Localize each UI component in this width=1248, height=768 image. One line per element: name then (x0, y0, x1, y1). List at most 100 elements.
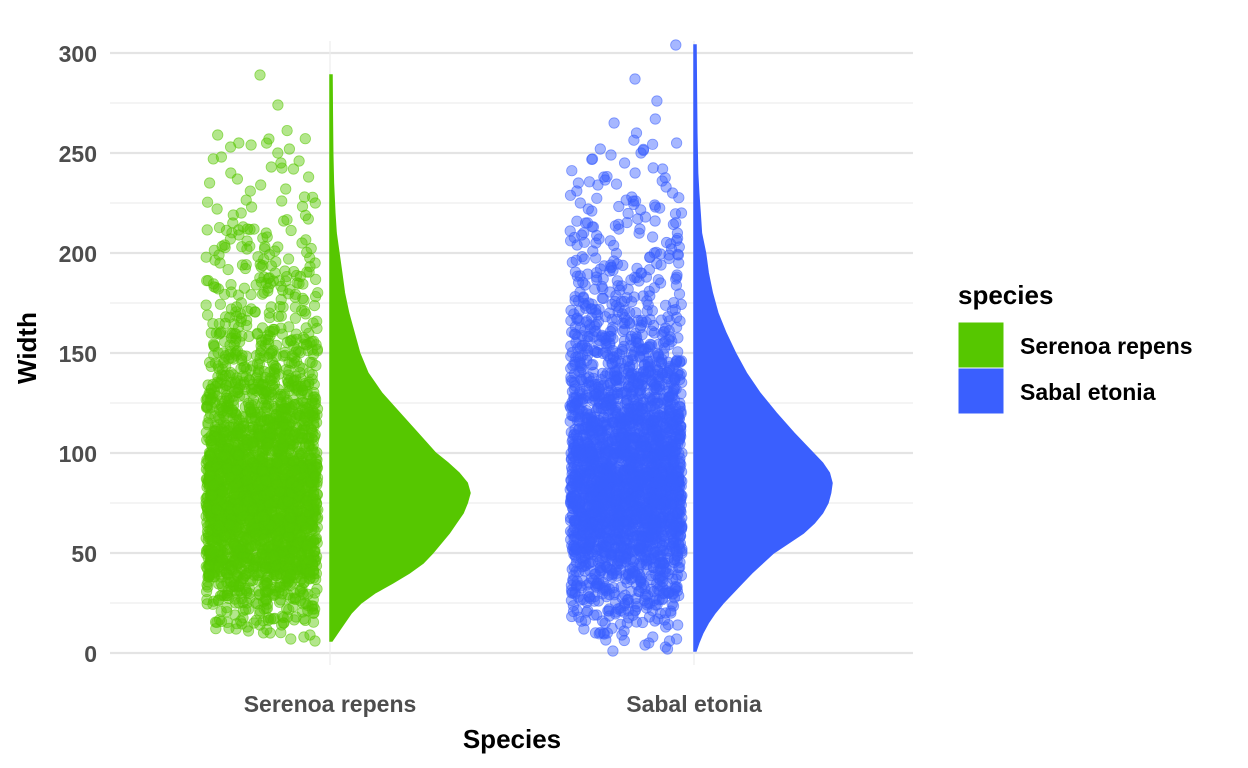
data-point (243, 603, 255, 615)
data-point (253, 450, 266, 462)
data-point (608, 589, 620, 601)
data-point (202, 379, 214, 391)
points-layer (200, 39, 688, 657)
data-point (204, 356, 216, 368)
data-point (285, 335, 297, 347)
data-point (202, 417, 214, 429)
data-point (298, 631, 310, 643)
data-point (309, 470, 322, 482)
data-point (205, 434, 217, 446)
data-point (245, 139, 257, 151)
data-point (206, 489, 218, 501)
data-point (294, 347, 306, 359)
data-point (256, 510, 268, 523)
data-point (622, 207, 634, 220)
data-point (282, 530, 295, 542)
data-point (240, 350, 252, 362)
data-point (244, 421, 256, 433)
data-point (582, 345, 594, 357)
data-point (229, 335, 242, 347)
data-point (254, 272, 266, 284)
data-point (235, 429, 247, 441)
data-point (304, 252, 316, 264)
data-point (231, 173, 243, 185)
data-point (256, 322, 269, 334)
data-point (238, 361, 250, 373)
data-point (205, 327, 217, 339)
data-point (275, 433, 287, 445)
data-point (224, 519, 236, 531)
data-point (300, 522, 312, 534)
data-point (660, 371, 672, 383)
data-point (311, 511, 324, 523)
data-point (264, 413, 276, 425)
data-point (673, 288, 686, 300)
data-point (267, 344, 279, 356)
data-point (223, 592, 235, 605)
data-point (232, 383, 244, 396)
data-point (277, 350, 289, 362)
data-point (610, 178, 623, 190)
data-point (284, 553, 296, 565)
data-point (270, 569, 282, 582)
data-point (289, 464, 301, 476)
data-point (219, 288, 231, 300)
data-point (302, 213, 314, 225)
data-point (297, 363, 309, 375)
data-point (283, 321, 295, 333)
data-point (273, 486, 285, 498)
data-point (276, 619, 288, 631)
data-point (284, 511, 297, 524)
data-point (272, 99, 284, 111)
data-point (264, 311, 276, 324)
data-point (231, 464, 243, 476)
data-point (669, 303, 681, 316)
data-point (225, 141, 237, 153)
data-point (249, 411, 261, 423)
data-point (608, 239, 620, 251)
data-point (231, 301, 243, 313)
data-point (264, 366, 276, 378)
data-point (291, 480, 303, 493)
data-point (672, 346, 684, 358)
data-point (274, 300, 286, 313)
data-point (219, 317, 231, 329)
data-point (299, 133, 311, 145)
data-point (200, 251, 212, 263)
data-point (266, 505, 278, 518)
data-point (216, 451, 228, 463)
data-point (281, 125, 293, 137)
data-point (285, 633, 297, 645)
data-point (215, 605, 227, 617)
data-point (263, 307, 275, 319)
data-point (285, 224, 297, 237)
data-point (201, 224, 213, 236)
data-point (241, 243, 253, 255)
data-point (657, 348, 670, 360)
data-point (204, 469, 216, 482)
data-point (280, 412, 292, 424)
data-point (295, 550, 307, 562)
data-point (301, 539, 313, 552)
data-point (599, 370, 611, 382)
data-point (279, 540, 291, 552)
data-point (245, 288, 257, 301)
data-point (260, 561, 272, 573)
data-point (249, 306, 261, 318)
data-point (614, 284, 626, 296)
data-point (240, 532, 252, 545)
data-point (309, 273, 322, 285)
data-point (255, 261, 267, 273)
data-point (289, 301, 301, 313)
data-point (215, 151, 227, 163)
data-point (271, 456, 283, 469)
data-point (212, 129, 224, 141)
data-point (591, 192, 603, 204)
data-point (233, 580, 245, 592)
data-point (225, 278, 237, 291)
data-point (241, 474, 253, 486)
data-point (647, 162, 659, 174)
data-point (265, 161, 277, 173)
data-point (286, 401, 298, 413)
